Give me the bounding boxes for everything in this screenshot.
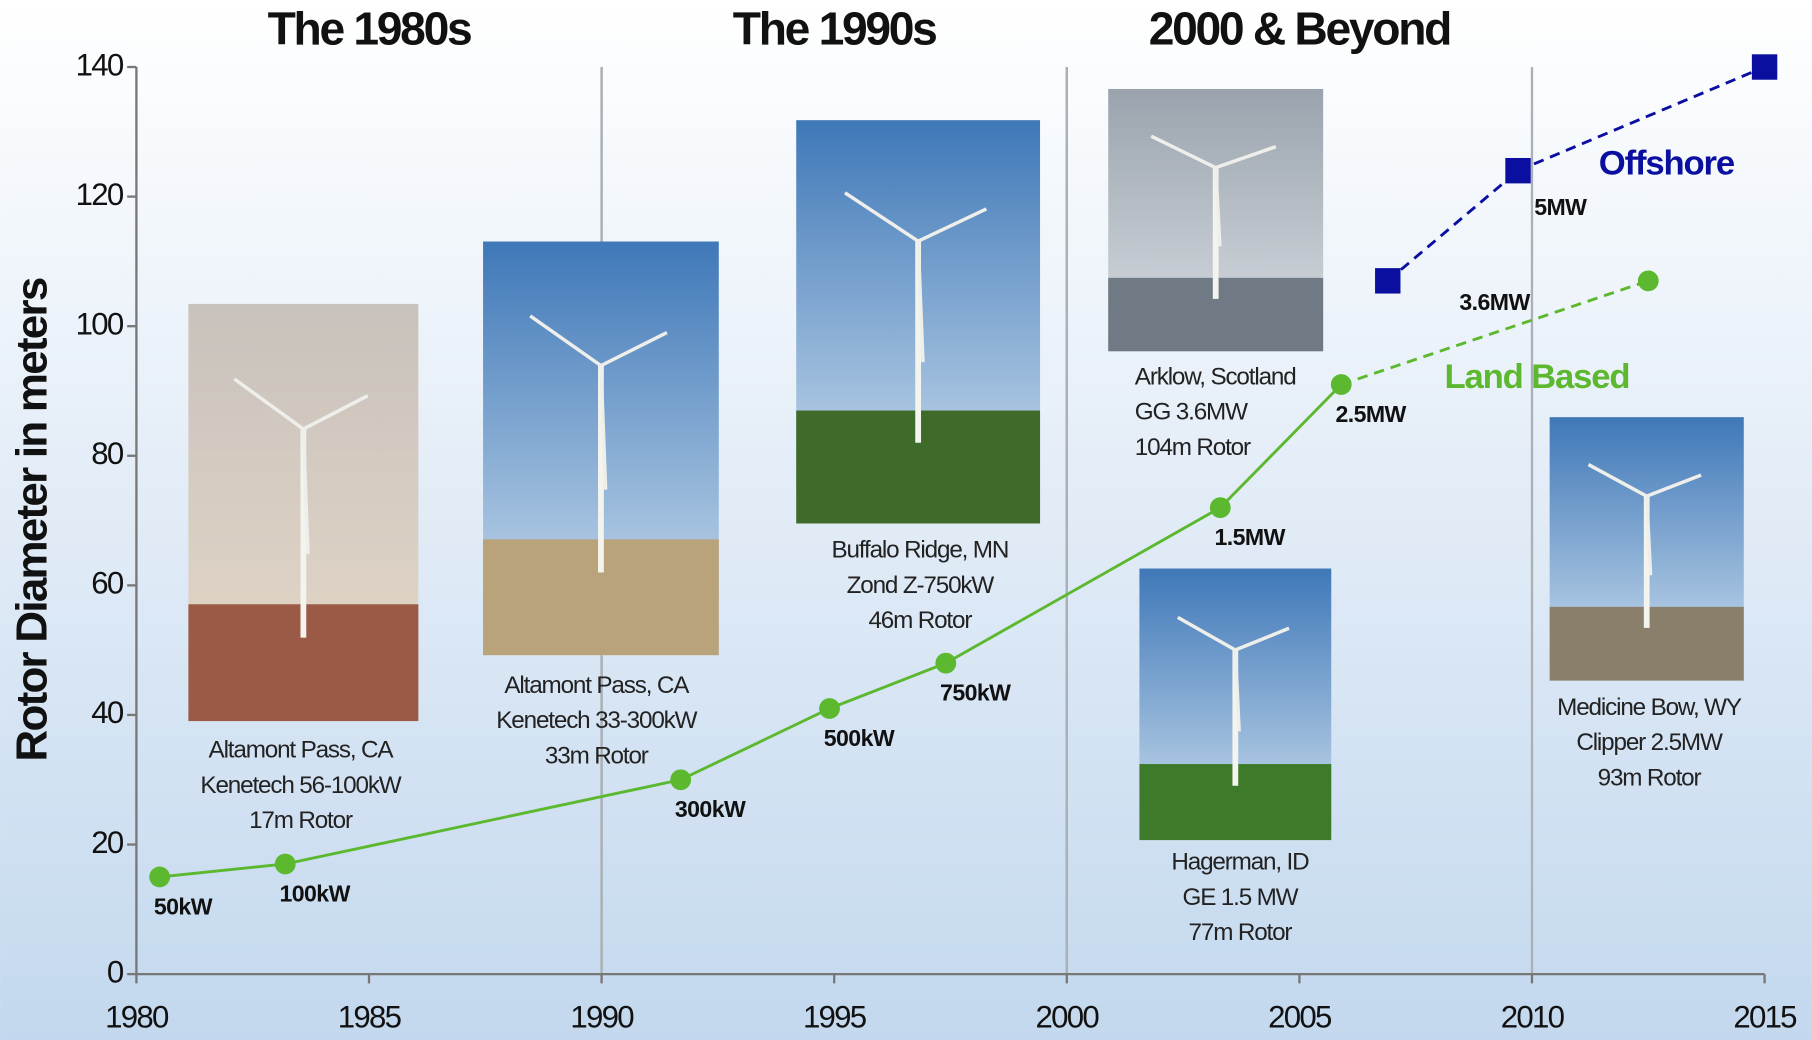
y-tick-label: 0 <box>107 954 124 989</box>
photo-caption: 17m Rotor <box>249 807 353 834</box>
photo-caption: 33m Rotor <box>545 742 649 769</box>
photo-caption: Kenetech 56-100kW <box>200 772 401 799</box>
x-tick-label: 2015 <box>1733 999 1797 1034</box>
photo <box>188 304 418 721</box>
photo <box>1108 89 1323 351</box>
photo-caption: Kenetech 33-300kW <box>496 707 697 734</box>
era-heading: 2000 & Beyond <box>1149 3 1450 55</box>
photo-caption: Zond Z-750kW <box>847 572 995 599</box>
x-tick-label: 1995 <box>803 999 867 1034</box>
legend-label: Land Based <box>1444 358 1629 396</box>
page: Rotor Diameter in meters The 1980s The 19… <box>0 0 1812 1040</box>
marker <box>1752 54 1777 79</box>
x-tick-label: 2000 <box>1036 999 1100 1034</box>
y-tick-label: 140 <box>76 47 124 82</box>
point-label: 5MW <box>1534 194 1587 220</box>
y-tick-label: 60 <box>91 566 124 601</box>
photo-caption: Arklow, Scotland <box>1135 363 1296 390</box>
y-tick-label: 80 <box>91 436 124 471</box>
photo-caption: Altamont Pass, CA <box>504 672 690 699</box>
photo-caption: 77m Rotor <box>1189 919 1293 946</box>
y-axis-label: Rotor Diameter in meters <box>7 278 56 761</box>
marker <box>670 769 691 790</box>
x-tick-label: 2005 <box>1268 999 1332 1034</box>
photo-caption: GE 1.5 MW <box>1182 884 1298 911</box>
marker <box>935 653 956 674</box>
photo-caption: Buffalo Ridge, MN <box>832 537 1009 564</box>
x-tick-label: 2010 <box>1501 999 1565 1034</box>
y-tick-label: 40 <box>91 695 124 730</box>
x-tick-label: 1980 <box>105 999 169 1034</box>
marker <box>1331 374 1352 395</box>
photo-caption: Hagerman, ID <box>1171 849 1309 876</box>
photo-caption: 93m Rotor <box>1598 764 1702 791</box>
legend-label: Offshore <box>1599 144 1735 182</box>
point-label: 500kW <box>824 725 895 751</box>
y-tick-label: 120 <box>76 177 124 212</box>
point-label: 2.5MW <box>1335 401 1406 427</box>
photo-caption: GG 3.6MW <box>1135 399 1248 426</box>
point-label: 50kW <box>154 893 213 919</box>
chart: Rotor Diameter in meters The 1980s The 19… <box>0 0 1812 1040</box>
point-label: 300kW <box>675 796 746 822</box>
marker <box>1375 268 1400 293</box>
marker <box>1210 497 1231 518</box>
photo <box>1139 569 1331 841</box>
photo <box>483 242 719 656</box>
era-heading: The 1980s <box>268 3 471 55</box>
photo-caption: 46m Rotor <box>868 607 972 634</box>
marker <box>819 698 840 719</box>
marker <box>1505 158 1530 183</box>
marker <box>149 867 170 888</box>
x-tick-label: 1985 <box>338 999 402 1034</box>
point-label: 750kW <box>940 679 1011 705</box>
marker <box>275 854 296 875</box>
photo-caption: Altamont Pass, CA <box>209 737 395 764</box>
photo <box>1550 417 1744 680</box>
x-tick-label: 1990 <box>570 999 634 1034</box>
point-label: 3.6MW <box>1459 289 1530 315</box>
photo-caption: Clipper 2.5MW <box>1576 729 1723 756</box>
era-heading: The 1990s <box>733 3 936 55</box>
photo <box>796 120 1040 523</box>
photo-caption: 104m Rotor <box>1135 434 1251 461</box>
marker <box>1638 270 1659 291</box>
y-tick-label: 100 <box>76 306 124 341</box>
point-label: 100kW <box>279 880 350 906</box>
y-tick-label: 20 <box>91 825 124 860</box>
point-label: 1.5MW <box>1215 524 1286 550</box>
photo-caption: Medicine Bow, WY <box>1557 694 1742 721</box>
